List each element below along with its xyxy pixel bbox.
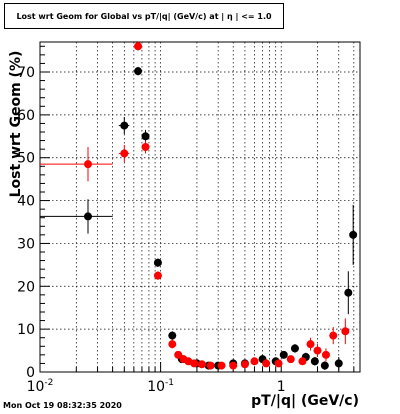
- data-point: [341, 318, 350, 345]
- data-point: [334, 357, 343, 370]
- data-points: [40, 42, 358, 370]
- grid-lines: [39, 42, 360, 373]
- data-point: [286, 355, 295, 364]
- data-point: [134, 42, 143, 51]
- data-point: [206, 361, 215, 370]
- data-point: [290, 344, 299, 353]
- data-point: [262, 359, 271, 368]
- x-tick-label: 1: [277, 379, 286, 395]
- data-point: [250, 357, 259, 366]
- data-point: [298, 357, 307, 366]
- data-point: [40, 199, 113, 234]
- y-tick-label: 70: [17, 65, 35, 81]
- chart-title: Lost wrt Geom for Global vs pT/|q| (GeV/…: [4, 3, 284, 29]
- x-tick-label: 10-1: [147, 378, 174, 395]
- y-tick-label: 60: [17, 108, 35, 124]
- data-point: [306, 337, 315, 351]
- y-axis-label: Lost wrt Geom (%): [8, 51, 24, 198]
- data-point: [313, 344, 322, 357]
- data-point: [274, 359, 283, 368]
- y-tick-label: 30: [17, 236, 35, 252]
- plot-frame: [39, 41, 361, 373]
- data-point: [349, 204, 358, 265]
- data-point: [310, 357, 319, 366]
- data-point: [174, 350, 183, 359]
- y-tick-label: 40: [17, 194, 35, 210]
- data-point: [279, 350, 288, 359]
- data-point: [190, 359, 199, 368]
- tick-labels: 0 10 20 30 40 50 60 70 10-2 10-1 1: [17, 65, 286, 395]
- data-point: [217, 361, 226, 370]
- y-tick-label: 50: [17, 151, 35, 167]
- data-point: [168, 339, 177, 349]
- data-point: [329, 327, 338, 345]
- data-point: [229, 361, 238, 370]
- data-point: [321, 348, 330, 362]
- axis-ticks: [39, 45, 355, 373]
- y-tick-label: 20: [17, 279, 35, 295]
- y-tick-label: 10: [17, 322, 35, 338]
- data-point: [153, 258, 162, 267]
- data-point: [168, 331, 177, 340]
- timestamp-footer: Mon Oct 19 08:32:35 2020: [3, 401, 122, 410]
- x-axis-label: pT/|q| (GeV/c): [251, 393, 359, 409]
- data-point: [134, 66, 143, 76]
- data-point: [320, 361, 329, 370]
- data-point: [141, 140, 150, 154]
- data-point: [153, 271, 162, 280]
- data-point: [118, 117, 130, 135]
- data-point: [240, 360, 249, 369]
- y-tick-label: 0: [26, 365, 35, 381]
- x-tick-label: 10-2: [27, 378, 54, 395]
- data-point: [344, 271, 353, 315]
- data-point: [40, 147, 113, 182]
- data-point: [197, 360, 206, 369]
- data-point: [118, 144, 130, 162]
